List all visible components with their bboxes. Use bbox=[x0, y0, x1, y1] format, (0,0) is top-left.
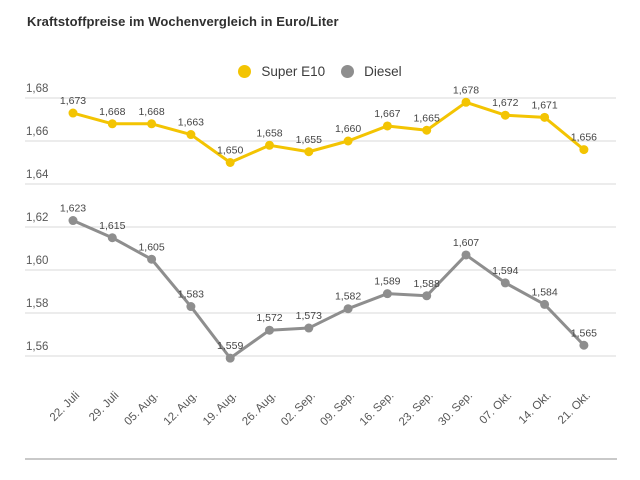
data-label-diesel: 1,615 bbox=[99, 220, 125, 232]
data-point-diesel bbox=[68, 216, 78, 226]
data-label-super-e10: 1,672 bbox=[492, 97, 518, 109]
data-point-diesel bbox=[304, 323, 314, 333]
data-label-super-e10: 1,655 bbox=[296, 134, 322, 146]
data-point-diesel bbox=[265, 325, 274, 335]
data-point-super-e10 bbox=[343, 136, 353, 146]
y-tick-label: 1,64 bbox=[26, 169, 49, 181]
data-label-diesel: 1,589 bbox=[374, 276, 400, 288]
y-tick-label: 1,58 bbox=[26, 298, 48, 310]
data-point-super-e10 bbox=[186, 130, 196, 140]
data-label-diesel: 1,588 bbox=[414, 278, 440, 290]
x-tick-label: 23. Sep. bbox=[397, 390, 436, 429]
data-point-diesel bbox=[579, 340, 589, 350]
data-point-super-e10 bbox=[147, 119, 157, 129]
x-tick-label: 02. Sep. bbox=[279, 390, 318, 429]
data-label-super-e10: 1,663 bbox=[178, 117, 204, 129]
data-label-super-e10: 1,660 bbox=[335, 123, 361, 135]
data-point-diesel bbox=[422, 291, 432, 301]
data-point-diesel bbox=[500, 278, 510, 288]
data-point-diesel bbox=[343, 304, 353, 314]
data-label-diesel: 1,572 bbox=[256, 312, 282, 324]
super-e10-color-dot-icon bbox=[238, 65, 252, 78]
data-label-super-e10: 1,665 bbox=[414, 112, 440, 124]
x-tick-label: 30. Sep. bbox=[436, 390, 475, 429]
data-label-diesel: 1,607 bbox=[453, 237, 479, 249]
data-point-diesel bbox=[540, 299, 550, 309]
data-label-diesel: 1,559 bbox=[217, 340, 243, 352]
y-tick-label: 1,62 bbox=[26, 212, 48, 224]
chart-title: Kraftstoffpreise im Wochenvergleich in E… bbox=[27, 14, 339, 29]
data-point-super-e10 bbox=[68, 108, 78, 118]
data-label-super-e10: 1,673 bbox=[60, 95, 86, 107]
legend-item-diesel: Diesel bbox=[341, 64, 402, 79]
x-tick-label: 29. Juli bbox=[87, 390, 121, 424]
data-label-diesel: 1,565 bbox=[571, 327, 597, 339]
x-tick-label: 21. Okt. bbox=[556, 390, 593, 427]
data-point-diesel bbox=[382, 289, 392, 299]
x-tick-label: 26. Aug. bbox=[240, 390, 278, 428]
data-point-diesel bbox=[147, 254, 157, 264]
data-point-diesel bbox=[225, 353, 235, 363]
x-tick-label: 12. Aug. bbox=[162, 390, 200, 428]
data-label-diesel: 1,583 bbox=[178, 289, 204, 301]
y-tick-label: 1,66 bbox=[26, 126, 48, 138]
data-label-super-e10: 1,678 bbox=[453, 84, 479, 96]
bottom-divider bbox=[25, 458, 617, 460]
data-label-super-e10: 1,667 bbox=[374, 108, 400, 120]
data-point-super-e10 bbox=[500, 110, 510, 120]
chart-legend: Super E10 Diesel bbox=[0, 64, 640, 79]
data-label-super-e10: 1,656 bbox=[571, 132, 597, 144]
legend-label-super-e10: Super E10 bbox=[261, 64, 326, 79]
x-tick-label: 16. Sep. bbox=[358, 390, 397, 429]
data-label-diesel: 1,594 bbox=[492, 265, 518, 277]
data-label-super-e10: 1,671 bbox=[531, 99, 557, 111]
y-tick-label: 1,56 bbox=[26, 341, 48, 353]
data-label-super-e10: 1,668 bbox=[138, 106, 164, 118]
data-point-super-e10 bbox=[107, 119, 117, 129]
data-point-super-e10 bbox=[461, 97, 471, 107]
data-point-super-e10 bbox=[422, 125, 432, 135]
data-label-diesel: 1,573 bbox=[296, 310, 322, 322]
data-point-super-e10 bbox=[304, 147, 314, 157]
x-tick-label: 07. Okt. bbox=[477, 390, 514, 427]
data-point-diesel bbox=[107, 233, 117, 243]
data-point-diesel bbox=[186, 302, 196, 312]
x-tick-label: 22. Juli bbox=[48, 390, 82, 424]
data-label-diesel: 1,605 bbox=[138, 241, 164, 253]
data-point-super-e10 bbox=[265, 140, 274, 150]
data-label-diesel: 1,582 bbox=[335, 291, 361, 303]
data-label-super-e10: 1,668 bbox=[99, 106, 125, 118]
x-tick-label: 09. Sep. bbox=[318, 390, 357, 429]
y-tick-label: 1,60 bbox=[26, 255, 48, 267]
x-tick-label: 14. Okt. bbox=[517, 390, 554, 427]
x-tick-label: 05. Aug. bbox=[122, 390, 160, 428]
y-tick-label: 1,68 bbox=[26, 83, 48, 95]
series-line-super-e10 bbox=[71, 100, 586, 164]
data-point-super-e10 bbox=[540, 112, 550, 122]
data-label-super-e10: 1,650 bbox=[217, 145, 243, 157]
x-tick-label: 19. Aug. bbox=[201, 390, 239, 428]
data-point-super-e10 bbox=[225, 158, 235, 167]
data-label-super-e10: 1,658 bbox=[256, 127, 282, 139]
data-point-super-e10 bbox=[382, 121, 392, 131]
data-label-diesel: 1,623 bbox=[60, 203, 86, 215]
legend-item-super-e10: Super E10 bbox=[238, 64, 325, 79]
data-point-super-e10 bbox=[579, 145, 589, 155]
data-label-diesel: 1,584 bbox=[531, 286, 557, 298]
data-point-diesel bbox=[461, 250, 471, 260]
legend-label-diesel: Diesel bbox=[364, 64, 402, 79]
series-line-diesel bbox=[71, 219, 586, 360]
diesel-color-dot-icon bbox=[341, 65, 355, 78]
